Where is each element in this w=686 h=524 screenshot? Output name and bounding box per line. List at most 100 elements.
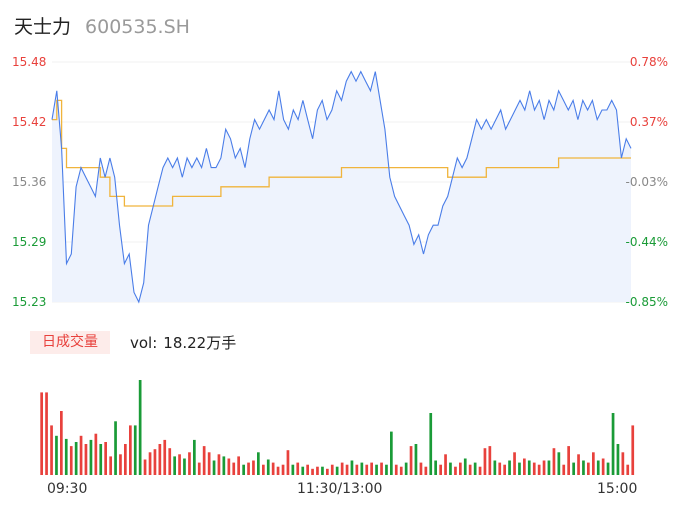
- volume-bar: [385, 464, 388, 475]
- volume-bar: [104, 442, 107, 475]
- volume-bar: [247, 462, 250, 475]
- volume-bar: [326, 468, 329, 475]
- volume-bar: [350, 460, 354, 475]
- volume-bar: [316, 466, 319, 475]
- volume-bar: [399, 466, 403, 475]
- volume-bar: [503, 464, 506, 475]
- right-tick-label: -0.44%: [626, 235, 668, 249]
- volume-bar: [168, 448, 172, 475]
- volume-bar: [202, 446, 206, 475]
- volume-bar: [74, 442, 78, 475]
- right-tick-label: -0.85%: [626, 295, 668, 309]
- price-line: [51, 70, 632, 304]
- volume-bar: [60, 411, 63, 475]
- volume-bar: [429, 413, 433, 475]
- volume-bar: [468, 464, 472, 475]
- volume-bar: [488, 446, 492, 475]
- volume-bar: [390, 431, 393, 475]
- volume-bar: [173, 456, 176, 475]
- volume-bar: [587, 462, 590, 475]
- volume-bar: [45, 392, 48, 475]
- volume-bar: [449, 462, 452, 475]
- volume-bar: [193, 439, 196, 475]
- volume-bar: [463, 458, 467, 475]
- volume-bar: [262, 464, 265, 475]
- volume-bar: [281, 464, 285, 475]
- right-tick-label: -0.03%: [626, 175, 668, 189]
- volume-bar: [237, 456, 240, 475]
- volume-bar: [508, 460, 511, 475]
- left-tick-label: 15.48: [12, 55, 46, 69]
- volume-bar: [330, 464, 334, 475]
- volume-bar: [55, 435, 58, 475]
- left-tick-label: 15.42: [12, 115, 46, 129]
- volume-bar: [414, 444, 418, 475]
- volume-bar: [567, 446, 570, 475]
- volume-bar: [335, 466, 339, 475]
- volume-bar: [434, 460, 437, 475]
- volume-bar: [596, 460, 600, 475]
- volume-bar: [483, 448, 487, 475]
- volume-bar: [370, 462, 373, 475]
- volume-bar: [424, 466, 428, 475]
- average-price-line: [52, 99, 631, 207]
- volume-bar: [513, 452, 516, 475]
- volume-bar: [439, 464, 442, 475]
- left-tick-label: 15.29: [12, 235, 46, 249]
- volume-bar: [286, 450, 290, 475]
- volume-bar: [582, 460, 585, 475]
- volume-bar: [454, 466, 457, 475]
- volume-bar: [197, 462, 201, 475]
- x-tick-close: 15:00: [597, 481, 638, 497]
- stock-code: 600535.SH: [85, 16, 190, 38]
- volume-bar: [355, 464, 359, 475]
- volume-bar: [345, 464, 349, 475]
- volume-bar: [542, 460, 546, 475]
- left-axis-ticks: 15.48 15.42 15.36 15.29 15.23: [12, 55, 46, 309]
- volume-bar: [158, 444, 162, 475]
- left-tick-label: 15.36: [12, 175, 46, 189]
- volume-readout: vol: 18.22万手: [130, 332, 236, 353]
- volume-bar: [183, 458, 186, 475]
- volume-bar: [444, 454, 447, 475]
- volume-bar: [227, 458, 231, 475]
- volume-bar: [306, 464, 309, 475]
- volume-bar: [547, 460, 551, 475]
- volume-bar: [321, 466, 324, 475]
- volume-bar: [257, 452, 260, 475]
- volume-bar: [375, 464, 378, 475]
- daily-volume-tab[interactable]: 日成交量: [30, 331, 110, 354]
- volume-bar: [611, 413, 615, 475]
- volume-bar: [340, 462, 344, 475]
- volume-bar: [478, 466, 482, 475]
- price-area-fill: [52, 71, 631, 302]
- volume-bar: [138, 380, 142, 475]
- volume-bar: [217, 454, 221, 475]
- volume-readout-value: 18.22万手: [163, 334, 237, 352]
- volume-bar: [552, 448, 556, 475]
- volume-bar: [572, 462, 575, 475]
- volume-bar: [311, 468, 314, 475]
- volume-bar: [360, 462, 364, 475]
- volume-bar: [577, 454, 580, 475]
- price-chart: 15.48 15.42 15.36 15.29 15.23 0.78% 0.37% -0.0…: [12, 55, 668, 309]
- x-tick-open: 09:30: [47, 481, 88, 497]
- volume-bar: [99, 444, 103, 475]
- volume-bar: [621, 452, 625, 475]
- volume-bar: [153, 449, 157, 475]
- volume-bar: [148, 452, 152, 475]
- volume-bar: [124, 444, 127, 475]
- right-tick-label: 0.37%: [630, 115, 668, 129]
- stock-header: 天士力 600535.SH: [14, 12, 190, 38]
- volume-bar: [537, 464, 541, 475]
- volume-bar: [50, 425, 53, 475]
- volume-bar: [459, 462, 462, 475]
- volume-bar: [207, 452, 211, 475]
- right-tick-label: 0.78%: [630, 55, 668, 69]
- volume-readout-label: vol:: [130, 334, 158, 352]
- volume-bar: [616, 444, 620, 475]
- volume-bar: [40, 392, 43, 475]
- volume-bar: [129, 425, 132, 475]
- volume-bar: [271, 462, 275, 475]
- volume-bar: [276, 466, 280, 475]
